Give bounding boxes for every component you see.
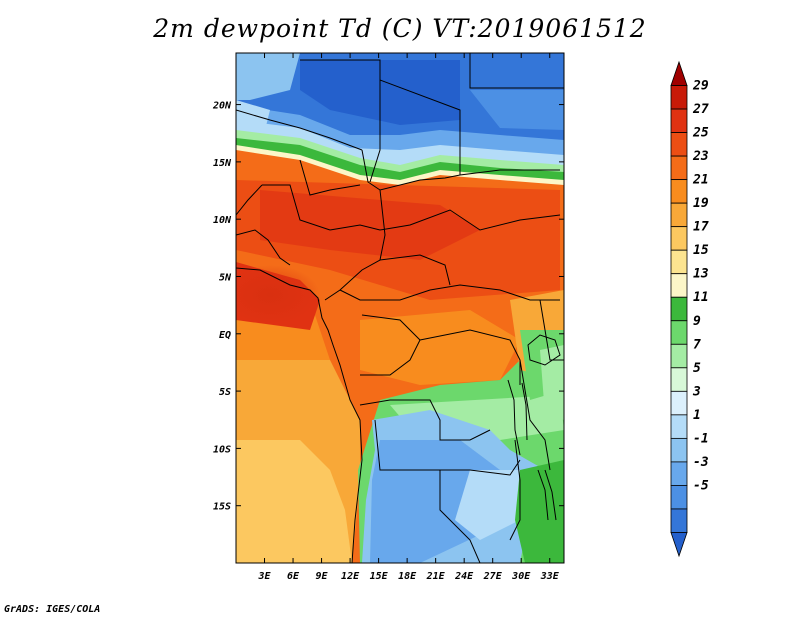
- lon-label: 3E: [257, 571, 271, 582]
- colorbar-label: 27: [692, 102, 709, 117]
- lon-label: 15E: [370, 571, 389, 582]
- lon-label: 30E: [511, 571, 531, 582]
- colorbar-label: 3: [692, 384, 701, 399]
- colorbar-label: 25: [692, 126, 709, 141]
- colorbar-swatch: [670, 320, 688, 345]
- lat-label: 5S: [219, 387, 231, 398]
- lake-outlines: [507, 334, 561, 521]
- colorbar-label: -1: [693, 431, 709, 446]
- colorbar-swatch: [670, 108, 688, 133]
- colorbar-swatch: [670, 273, 688, 298]
- colorbar-swatch: [670, 60, 688, 86]
- colorbar-label: 11: [693, 290, 709, 305]
- lat-label: 15N: [213, 158, 232, 169]
- colorbar-label: -5: [693, 478, 709, 493]
- lon-label: 12E: [341, 571, 360, 582]
- latitude-axis: 20N 15N 10N 5N EQ 5S 10S 15S: [212, 101, 564, 513]
- colorbar-swatch: [670, 85, 688, 110]
- colorbar-swatch: [670, 132, 688, 157]
- lat-label: 10S: [213, 444, 231, 455]
- colorbar-label: 19: [693, 196, 709, 211]
- colorbar-swatch: [670, 343, 688, 369]
- lat-label: 5N: [219, 272, 232, 283]
- colorbar-swatch: [670, 179, 688, 204]
- map-frame: [235, 52, 565, 564]
- colorbar-swatch: [670, 296, 688, 322]
- lat-label: EQ: [219, 330, 231, 341]
- lon-label: 21E: [426, 571, 446, 582]
- lon-label: 9E: [316, 571, 329, 582]
- colorbar-label: 7: [693, 337, 701, 352]
- lon-label: 33E: [540, 571, 560, 582]
- lon-label: 6E: [287, 571, 300, 582]
- lat-label: 10N: [213, 215, 232, 226]
- colorbar-swatch: [670, 226, 688, 251]
- colorbar-label: 29: [692, 79, 709, 94]
- colorbar-swatch: [670, 485, 688, 510]
- colorbar-swatch: [670, 202, 688, 228]
- lon-label: 24E: [454, 571, 474, 582]
- colorbar-label: 13: [693, 267, 709, 282]
- colorbar-swatch: [670, 155, 688, 181]
- colorbar-swatch: [670, 461, 688, 486]
- lon-label: 27E: [483, 571, 503, 582]
- map-title: 2m dewpoint Td (C) VT:2019061512: [153, 14, 647, 43]
- colorbar: 29 27 25 23 21 19 17 15 13 11 9 7 5 3 1 -1 -3 -5: [670, 60, 709, 558]
- colorbar-swatch: [670, 437, 688, 463]
- colorbar-label: 23: [692, 149, 709, 164]
- country-borders: [236, 53, 564, 563]
- colorbar-swatch: [670, 414, 688, 439]
- colorbar-swatch: [670, 508, 688, 533]
- colorbar-label: 5: [693, 361, 701, 376]
- colorbar-swatch: [670, 390, 688, 416]
- dewpoint-field: [236, 53, 564, 563]
- longitude-axis: 3E 6E 9E 12E 15E 18E 21E 24E 27E 30E 33E: [257, 53, 560, 582]
- colorbar-label: 9: [693, 314, 701, 329]
- colorbar-swatch: [670, 249, 688, 275]
- grads-credit: GrADS: IGES/COLA: [4, 604, 101, 615]
- colorbar-label: 17: [693, 220, 709, 235]
- lat-label: 20N: [212, 101, 232, 112]
- colorbar-swatch: [670, 367, 688, 392]
- lat-label: 15S: [213, 502, 231, 513]
- colorbar-label: 15: [693, 243, 709, 258]
- colorbar-swatch: [670, 532, 688, 558]
- colorbar-label: -3: [693, 455, 709, 470]
- lon-label: 18E: [398, 571, 417, 582]
- colorbar-label: 1: [693, 408, 701, 423]
- colorbar-label: 21: [692, 173, 709, 188]
